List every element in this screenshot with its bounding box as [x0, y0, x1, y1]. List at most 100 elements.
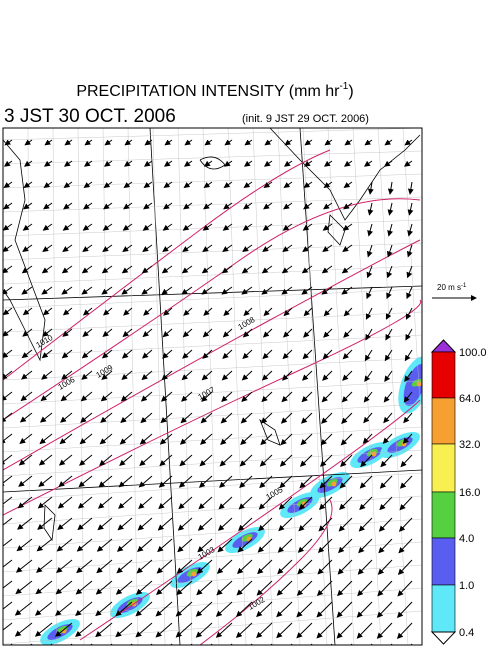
- wind-arrow: [399, 475, 413, 489]
- wind-arrow: [365, 328, 373, 341]
- wind-arrow: [195, 622, 213, 638]
- wind-arrow: [263, 181, 273, 189]
- wind-arrow: [282, 223, 293, 231]
- wind-arrow: [221, 286, 233, 295]
- wind-arrow: [99, 433, 113, 445]
- wind-arrow: [15, 559, 33, 573]
- wind-arrow: [343, 328, 353, 338]
- wind-arrow: [201, 370, 213, 381]
- wind-arrow: [160, 391, 173, 402]
- wind-arrow: [217, 517, 233, 531]
- wind-arrow: [356, 622, 373, 639]
- title: PRECIPITATION INTENSITY (mm hr-1): [76, 81, 353, 100]
- wind-arrow: [135, 601, 153, 617]
- wind-arrow: [317, 538, 333, 553]
- wind-arrow: [404, 349, 413, 362]
- wind-arrow: [143, 181, 153, 189]
- wind-arrow: [156, 580, 173, 596]
- minor-grid: [52, 128, 58, 645]
- wind-arrow: [296, 622, 313, 639]
- wind-arrow: [35, 580, 53, 595]
- isobar: [3, 198, 421, 421]
- wind-arrow: [379, 475, 393, 489]
- wind-arrow: [341, 286, 353, 295]
- wind-arrow: [299, 454, 313, 467]
- wind-arrow: [118, 496, 133, 509]
- wind-arrow: [405, 328, 413, 341]
- wind-arrow: [163, 160, 173, 167]
- wind-arrow: [122, 223, 133, 231]
- wind-arrow: [118, 475, 133, 488]
- colorbar-label: 0.4: [459, 627, 474, 639]
- wind-arrow: [142, 349, 153, 359]
- wind-arrow: [22, 328, 33, 337]
- wind-arrow: [199, 454, 213, 467]
- minor-grid: [77, 128, 85, 645]
- wind-arrow: [82, 244, 93, 253]
- wind-arrow: [14, 601, 33, 616]
- wind-arrow: [135, 580, 153, 595]
- wind-arrow: [382, 433, 393, 444]
- wind-arrow: [155, 601, 173, 617]
- wind-arrow: [121, 286, 133, 295]
- wind-arrow: [158, 496, 173, 510]
- wind-arrow: [262, 328, 273, 338]
- wind-arrow: [384, 370, 393, 382]
- wind-arrow: [157, 538, 173, 553]
- wind-arrow: [259, 475, 273, 489]
- wind-arrow: [104, 139, 113, 146]
- wind-arrow: [342, 223, 353, 231]
- wind-arrow: [24, 139, 33, 146]
- wind-arrow: [223, 160, 233, 167]
- wind-arrow: [116, 538, 133, 552]
- wind-arrow: [279, 475, 293, 489]
- wind-arrow: [101, 265, 113, 274]
- wind-arrow: [407, 223, 414, 237]
- wind-arrow: [121, 370, 133, 381]
- map-frame: [2, 127, 423, 646]
- wind-arrow: [3, 265, 13, 274]
- wind-arrow: [403, 160, 413, 167]
- wind-arrow: [343, 181, 353, 189]
- wind-arrow: [223, 181, 233, 189]
- wind-arrow: [258, 496, 273, 510]
- minor-grid: [352, 128, 382, 645]
- wind-arrow: [144, 139, 153, 146]
- wind-arrow: [242, 349, 253, 360]
- wind-arrow: [302, 223, 313, 231]
- wind-arrow: [283, 328, 293, 338]
- wind-arrow: [198, 475, 213, 488]
- wind-arrow: [14, 622, 33, 637]
- wind-arrow: [384, 349, 393, 362]
- wind-arrow: [340, 433, 353, 446]
- wind-arrow: [100, 412, 113, 423]
- wind-arrow: [258, 517, 273, 532]
- wind-arrow: [82, 328, 93, 337]
- minor-grid: [127, 128, 139, 645]
- wind-arrow: [142, 328, 153, 338]
- precip-intense: [331, 481, 337, 487]
- wind-arrow: [223, 202, 233, 210]
- wind-arrow: [39, 433, 53, 445]
- wind-arrow: [18, 475, 33, 487]
- wind-arrow: [360, 454, 373, 468]
- wind-arrow: [320, 454, 333, 467]
- wind-arrow: [140, 391, 153, 402]
- wind-arrow: [364, 370, 373, 382]
- wind-arrow: [241, 286, 253, 295]
- wind-arrow: [183, 160, 193, 167]
- wind-arrow: [58, 454, 73, 466]
- minor-grid: [277, 128, 301, 645]
- wind-arrow: [184, 139, 193, 146]
- minor-grid: [3, 403, 422, 429]
- wind-arrow: [323, 160, 333, 167]
- wind-arrow: [241, 265, 253, 274]
- wind-arrow: [181, 391, 193, 402]
- wind-arrow: [178, 475, 193, 488]
- wind-arrow: [338, 538, 353, 554]
- isobar-label: 1005: [265, 485, 285, 502]
- wind-arrow: [337, 559, 353, 575]
- wind-arrow: [302, 349, 313, 360]
- wind-arrow: [278, 517, 293, 532]
